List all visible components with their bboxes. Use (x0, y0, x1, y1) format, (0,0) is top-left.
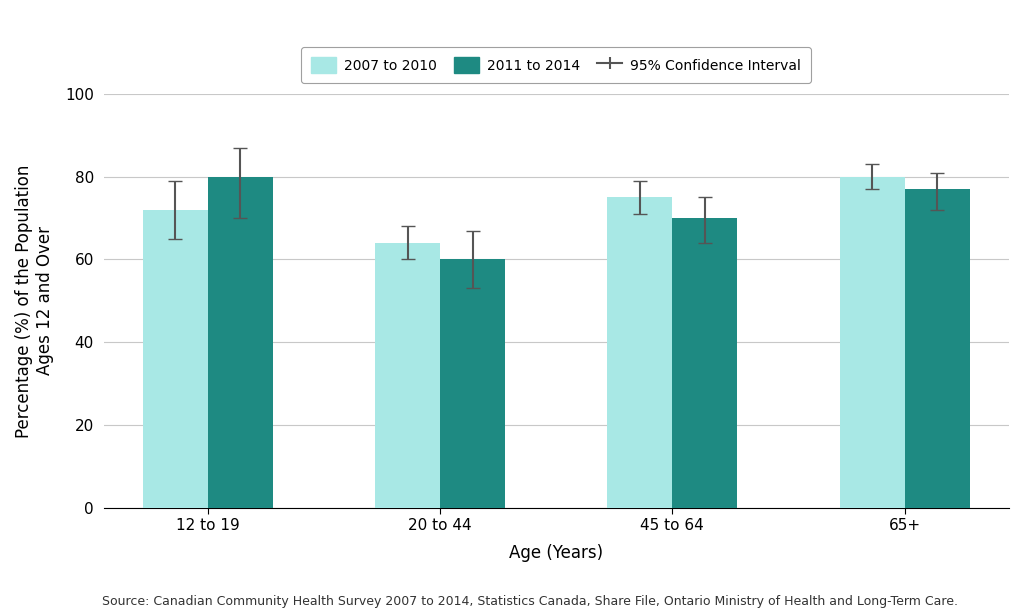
Bar (208, 177, 273, 508)
Bar (607, 198, 673, 508)
Text: Source: Canadian Community Health Survey 2007 to 2014, Statistics Canada, Share : Source: Canadian Community Health Survey… (102, 595, 958, 608)
Bar (440, 260, 505, 508)
Y-axis label: Percentage (%) of the Population
Ages 12 and Over: Percentage (%) of the Population Ages 12… (15, 164, 54, 438)
Bar (143, 210, 208, 508)
X-axis label: Age (Years): Age (Years) (509, 544, 603, 562)
Bar (904, 189, 970, 508)
Bar (840, 177, 904, 508)
Bar (673, 218, 737, 508)
Legend: 2007 to 2010, 2011 to 2014, 95% Confidence Interval: 2007 to 2010, 2011 to 2014, 95% Confiden… (301, 47, 811, 83)
Bar (375, 243, 440, 508)
